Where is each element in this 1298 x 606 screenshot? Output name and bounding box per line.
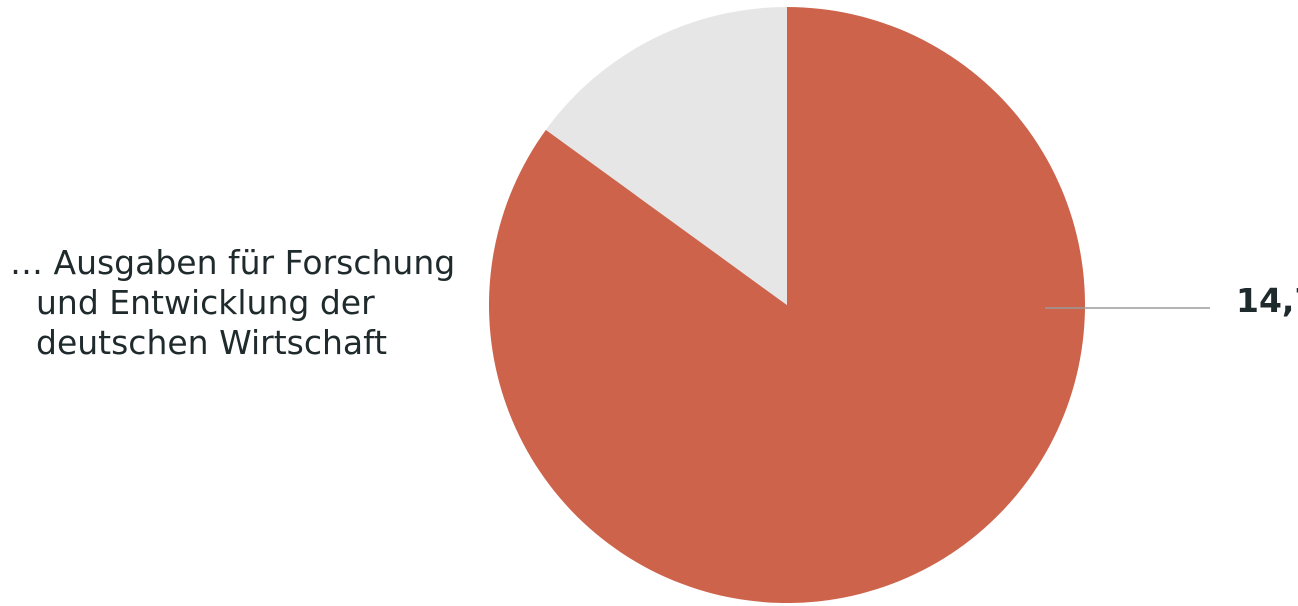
pie-value-label: 14,7 <box>1236 281 1298 320</box>
pie-slice-2 <box>545 7 787 305</box>
pie-slices <box>489 7 1086 603</box>
category-label-line-2: und Entwicklung der <box>36 283 375 322</box>
category-label-line-3: deutschen Wirtschaft <box>36 323 388 362</box>
category-label: … Ausgaben für Forschung und Entwicklung… <box>10 243 480 363</box>
category-label-line-1: … Ausgaben für Forschung <box>10 243 456 282</box>
